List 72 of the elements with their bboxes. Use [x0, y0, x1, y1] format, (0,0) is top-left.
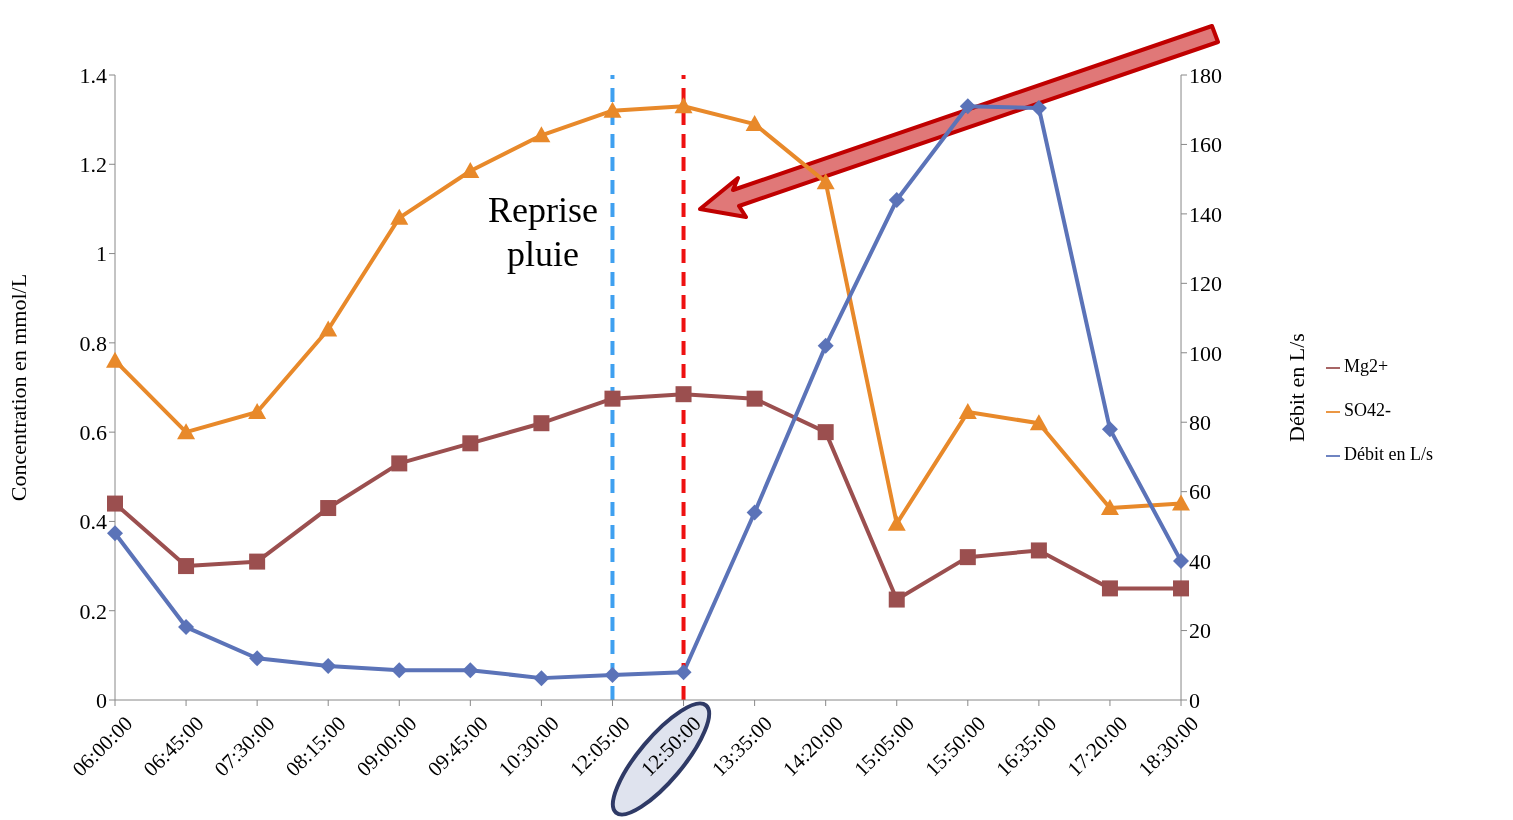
y2-tick-label: 160: [1189, 132, 1223, 158]
point: [249, 553, 266, 570]
y-tick-label: 1: [96, 241, 107, 267]
point: [177, 423, 196, 440]
y-tick-label: 0.8: [79, 330, 107, 356]
legend-label: Débit en L/s: [1344, 444, 1433, 464]
point: [533, 415, 550, 432]
point: [887, 514, 906, 531]
point: [178, 558, 195, 575]
y2-tick-label: 120: [1189, 271, 1223, 297]
y2-tick-label: 20: [1189, 618, 1212, 644]
y-axis-title: Concentration en mmol/L: [5, 273, 31, 502]
point: [319, 320, 338, 337]
point: [533, 670, 550, 687]
point: [1173, 553, 1190, 570]
point: [178, 619, 195, 636]
point: [1101, 421, 1118, 438]
point: [1030, 542, 1047, 559]
point: [320, 657, 337, 674]
point: [817, 424, 834, 441]
point: [959, 98, 976, 115]
y-tick-label: 0.6: [79, 419, 107, 445]
point: [1101, 580, 1118, 597]
point: [462, 435, 479, 452]
point: [604, 667, 621, 683]
y2-tick-label: 80: [1189, 410, 1212, 436]
point: [888, 591, 905, 608]
point: [1100, 499, 1119, 516]
point: [745, 115, 764, 132]
point: [249, 650, 266, 667]
point: [106, 351, 124, 368]
y2-tick-label: 60: [1189, 479, 1212, 505]
point: [604, 390, 621, 407]
point: [320, 500, 337, 517]
point: [461, 161, 480, 178]
y2-tick-label: 180: [1189, 62, 1223, 88]
y2-axis-title: Débit en L/s: [1283, 333, 1309, 442]
point: [1173, 580, 1190, 597]
point: [817, 337, 834, 354]
point: [746, 504, 763, 521]
point: [390, 208, 409, 225]
y2-tick-label: 100: [1189, 340, 1223, 366]
legend-label: SO42-: [1344, 400, 1392, 420]
point: [959, 549, 976, 566]
point: [746, 390, 763, 407]
point: [1030, 99, 1047, 116]
point: [532, 126, 551, 143]
point: [958, 403, 977, 420]
y-tick-label: 0: [96, 687, 107, 713]
annotation: Reprise pluie: [487, 189, 599, 276]
point: [248, 403, 267, 420]
y2-tick-label: 40: [1189, 548, 1212, 574]
point: [674, 97, 693, 114]
point: [391, 455, 408, 472]
point: [107, 495, 123, 512]
legend-label: Mg2+: [1344, 356, 1389, 376]
point: [1029, 414, 1048, 431]
point: [107, 525, 123, 542]
y2-tick-label: 0: [1189, 687, 1201, 713]
point: [462, 662, 479, 679]
y-tick-label: 1.4: [79, 62, 107, 88]
point: [888, 192, 905, 208]
y2-tick-label: 140: [1189, 201, 1223, 227]
point: [1172, 494, 1191, 511]
y-tick-label: 0.2: [79, 598, 107, 624]
point: [675, 664, 692, 681]
y-tick-label: 0.4: [79, 509, 107, 535]
point: [391, 662, 408, 679]
point: [603, 101, 622, 118]
point: [675, 386, 692, 403]
y-tick-label: 1.2: [79, 152, 107, 178]
point: [816, 173, 835, 190]
